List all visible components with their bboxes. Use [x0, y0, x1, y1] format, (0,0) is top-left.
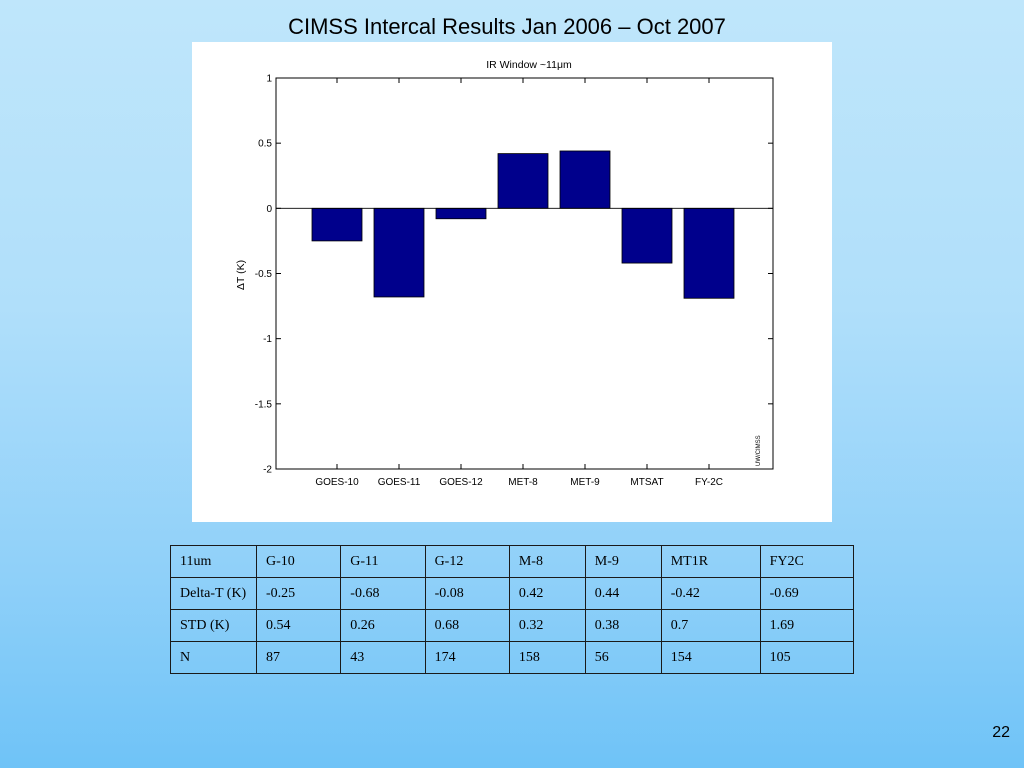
- x-tick-label: MTSAT: [630, 477, 663, 488]
- x-tick-label: MET-9: [570, 477, 600, 488]
- table-header-cell: FY2C: [759, 545, 855, 578]
- table-cell: 87: [255, 641, 342, 674]
- results-table: 11um G-10 G-11 G-12 M-8 M-9 MT1R FY2C De…: [170, 545, 855, 674]
- table-row: Delta-T (K) -0.25 -0.68 -0.08 0.42 0.44 …: [170, 577, 855, 610]
- x-tick-label: FY-2C: [695, 477, 723, 488]
- x-tick-label: GOES-12: [439, 477, 483, 488]
- table-cell: -0.68: [340, 577, 426, 610]
- table-cell: 0.38: [584, 609, 662, 642]
- table-header-cell: G-10: [255, 545, 342, 578]
- table-header-cell: G-12: [424, 545, 510, 578]
- table-cell: 0.42: [508, 577, 586, 610]
- table-cell: 0.68: [424, 609, 510, 642]
- bar-mtsat: [621, 207, 673, 264]
- table-row: N 87 43 174 158 56 154 105: [170, 641, 855, 674]
- y-tick-label: 0.5: [258, 139, 272, 150]
- bar-met-8: [497, 153, 549, 209]
- table-header-cell: G-11: [340, 545, 426, 578]
- bar-goes-12: [435, 207, 487, 220]
- plot-area-frame: [275, 77, 774, 470]
- bar-goes-10: [311, 207, 363, 242]
- y-tick-label: -2: [263, 465, 272, 476]
- y-tick-label: 0: [266, 204, 272, 215]
- table-cell: 56: [584, 641, 662, 674]
- table-row: STD (K) 0.54 0.26 0.68 0.32 0.38 0.7 1.6…: [170, 609, 855, 642]
- table-cell: 43: [340, 641, 426, 674]
- table-cell: N: [170, 641, 257, 674]
- x-tick-label: GOES-11: [378, 477, 421, 488]
- chart-panel: IR Window ~11μm ΔT (K) 1 0.5 0 -0.5 -1 -1.5 -2…: [192, 42, 832, 522]
- bar-fy-2c: [683, 207, 735, 299]
- watermark-text: UW/CIMSS: [756, 435, 762, 466]
- x-tick-label: GOES-10: [315, 477, 359, 488]
- bar-goes-11: [373, 207, 425, 298]
- table-cell: 154: [660, 641, 761, 674]
- table-header-cell: 11um: [170, 545, 257, 578]
- table-cell: -0.42: [660, 577, 761, 610]
- page-number: 22: [992, 724, 1010, 741]
- y-tick-label: 1: [266, 74, 272, 85]
- table-cell: 1.69: [759, 609, 855, 642]
- table-cell: -0.69: [759, 577, 855, 610]
- table-cell: 158: [508, 641, 586, 674]
- table-cell: 105: [759, 641, 855, 674]
- table-header-cell: M-8: [508, 545, 586, 578]
- table-cell: STD (K): [170, 609, 257, 642]
- y-tick-label: -0.5: [255, 269, 273, 280]
- bar-chart: IR Window ~11μm ΔT (K) 1 0.5 0 -0.5 -1 -1.5 -2…: [235, 59, 774, 488]
- table-cell: -0.08: [424, 577, 510, 610]
- chart-title: IR Window ~11μm: [486, 59, 572, 71]
- table-cell: 174: [424, 641, 510, 674]
- table-cell: 0.54: [255, 609, 342, 642]
- x-tick-label: MET-8: [508, 477, 538, 488]
- table-cell: -0.25: [255, 577, 342, 610]
- table-cell: 0.26: [340, 609, 426, 642]
- y-tick-label: -1: [263, 334, 272, 345]
- table-cell: Delta-T (K): [170, 577, 257, 610]
- table-header-row: 11um G-10 G-11 G-12 M-8 M-9 MT1R FY2C: [170, 545, 855, 578]
- slide-title: CIMSS Intercal Results Jan 2006 – Oct 20…: [288, 14, 726, 39]
- table-cell: 0.44: [584, 577, 662, 610]
- table-header-cell: M-9: [584, 545, 662, 578]
- table-cell: 0.32: [508, 609, 586, 642]
- bar-met-9: [559, 150, 611, 209]
- y-tick-label: -1.5: [255, 399, 273, 410]
- table-cell: 0.7: [660, 609, 761, 642]
- y-axis-label: ΔT (K): [235, 260, 247, 290]
- table-header-cell: MT1R: [660, 545, 761, 578]
